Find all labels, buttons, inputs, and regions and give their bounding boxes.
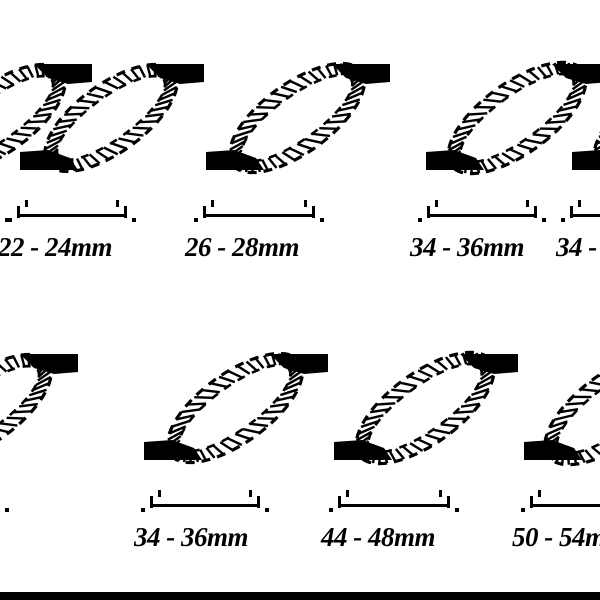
size-label: 26 - 28mm: [185, 232, 300, 262]
size-cell: 22 - 24mm: [0, 0, 107, 280]
twisted-rope-ring-icon: [556, 38, 600, 198]
dimension-line: [17, 214, 127, 217]
dimension-dot-right: [320, 218, 324, 222]
size-cell: 34 - 36mm: [410, 0, 600, 280]
dimension-dot-right: [542, 218, 546, 222]
dimension-line: [203, 214, 315, 217]
size-label: 50 - 54mm: [512, 522, 600, 552]
size-cell: 22 - 24mm: [0, 0, 219, 280]
twisted-rope-ring-icon: [318, 328, 533, 488]
twisted-rope-ring-icon: [128, 328, 343, 488]
size-row-bottom: 30 - 32mm 34 - 36mm 44 - 48mm 50 - 54mm: [0, 280, 600, 570]
twisted-rope-ring-icon: [0, 38, 107, 198]
dimension-measure-bar: [329, 490, 459, 514]
size-label: 22 - 24mm: [0, 232, 113, 262]
dimension-tick-right: [534, 206, 537, 218]
dimension-dot-left: [329, 508, 333, 512]
dimension-measure-bar: [194, 200, 324, 224]
dimension-dot-right: [5, 218, 9, 222]
dimension-line: [338, 504, 450, 507]
dimension-pip-left: [346, 490, 349, 497]
dimension-pip-right: [249, 490, 252, 497]
size-cell: 34 - 36mm: [128, 280, 343, 570]
twisted-rope-ring-icon: [410, 38, 600, 198]
size-cell: 30 - 32mm: [0, 280, 93, 570]
dimension-tick-left: [338, 496, 341, 508]
size-label: 44 - 48mm: [321, 522, 436, 552]
twisted-rope-ring-icon: [0, 328, 93, 488]
dimension-line: [570, 214, 600, 217]
dimension-dot-left: [418, 218, 422, 222]
size-row-top: 22 - 24mm22 - 24mm 26 - 28mm 34 - 36mm 34 -…: [0, 0, 600, 280]
dimension-dot-right: [5, 508, 9, 512]
dimension-measure-bar: [141, 490, 269, 514]
dimension-dot-right: [265, 508, 269, 512]
dimension-pip-left: [538, 490, 541, 497]
dimension-dot-left: [561, 218, 565, 222]
dimension-pip-right: [116, 200, 119, 207]
dimension-measure-bar: [521, 490, 600, 514]
dimension-tick-left: [17, 206, 20, 218]
size-cell: 44 - 48mm: [318, 280, 533, 570]
dimension-tick-left: [530, 496, 533, 508]
dimension-dot-left: [8, 218, 12, 222]
dimension-pip-left: [158, 490, 161, 497]
dimension-tick-right: [447, 496, 450, 508]
dimension-pip-left: [578, 200, 581, 207]
dimension-pip-left: [435, 200, 438, 207]
size-cell: 26 - 28mm: [185, 0, 405, 280]
twisted-rope-ring-icon: [508, 328, 600, 488]
dimension-line: [530, 504, 600, 507]
dimension-measure-bar: [418, 200, 546, 224]
dimension-tick-right: [312, 206, 315, 218]
dimension-line: [427, 214, 537, 217]
dimension-measure-bar: [561, 200, 600, 224]
dimension-tick-left: [203, 206, 206, 218]
dimension-pip-right: [526, 200, 529, 207]
dimension-dot-left: [194, 218, 198, 222]
twisted-rope-ring-icon: [4, 38, 219, 198]
dimension-line: [150, 504, 260, 507]
dimension-dot-right: [455, 508, 459, 512]
size-label: 34 - 36mm: [134, 522, 249, 552]
bottom-black-band: [0, 592, 600, 600]
size-label: 34 - 36mm: [556, 232, 600, 262]
size-label: 34 - 36mm: [410, 232, 525, 262]
dimension-dot-right: [132, 218, 136, 222]
dimension-pip-left: [25, 200, 28, 207]
dimension-tick-right: [257, 496, 260, 508]
dimension-pip-right: [304, 200, 307, 207]
size-cell: 50 - 54mm: [508, 280, 600, 570]
twisted-rope-ring-icon: [190, 38, 405, 198]
dimension-pip-right: [439, 490, 442, 497]
size-cell: 34 - 36mm: [556, 0, 600, 280]
dimension-tick-left: [150, 496, 153, 508]
dimension-measure-bar: [8, 200, 136, 224]
dimension-dot-left: [521, 508, 525, 512]
dimension-pip-left: [211, 200, 214, 207]
dimension-tick-left: [570, 206, 573, 218]
dimension-dot-left: [141, 508, 145, 512]
dimension-tick-left: [427, 206, 430, 218]
dimension-tick-right: [124, 206, 127, 218]
